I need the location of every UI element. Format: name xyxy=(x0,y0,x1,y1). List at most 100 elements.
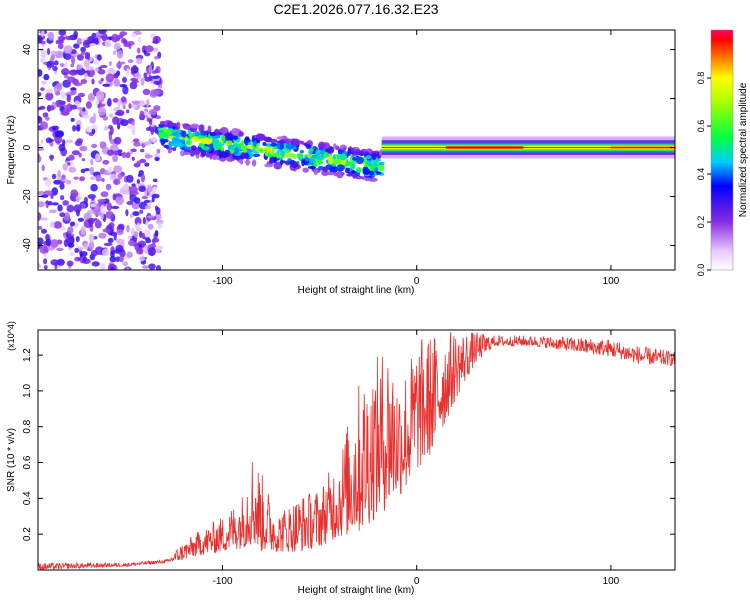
noise-blob xyxy=(90,158,94,166)
noise-blob xyxy=(67,226,74,234)
noise-blob xyxy=(98,30,107,34)
noise-blob xyxy=(152,89,162,95)
noise-blob xyxy=(97,199,107,203)
noise-blob xyxy=(80,168,86,174)
noise-blob xyxy=(115,196,124,206)
noise-blob xyxy=(97,106,106,116)
noise-blob xyxy=(126,109,130,114)
drift-blob xyxy=(368,170,375,176)
noise-blob xyxy=(132,211,140,217)
spectrogram-y-axis-label: Frequency (Hz) xyxy=(6,116,17,185)
noise-blob xyxy=(68,166,77,173)
noise-blob xyxy=(77,92,86,98)
x-tick-label: 0 xyxy=(414,576,420,587)
noise-blob xyxy=(65,35,74,41)
snr-y-axis-label: SNR (10 * v/v) xyxy=(6,428,17,492)
noise-blob xyxy=(70,104,78,110)
y-tick-label: -40 xyxy=(22,238,33,253)
drift-blob xyxy=(226,156,231,162)
drift-blob xyxy=(168,140,173,148)
noise-blob xyxy=(144,76,152,82)
noise-blob xyxy=(66,260,74,267)
x-tick-label: 100 xyxy=(603,276,620,287)
y-tick-label: 0.6 xyxy=(22,455,33,469)
noise-blob xyxy=(136,47,141,54)
noise-blob xyxy=(112,193,117,201)
drift-blob xyxy=(332,158,342,165)
noise-blob xyxy=(89,166,95,176)
noise-blob xyxy=(126,251,133,258)
noise-blob xyxy=(53,85,58,93)
noise-blob xyxy=(47,105,55,111)
drift-blob xyxy=(219,127,229,134)
drift-blob xyxy=(288,143,292,151)
drift-blob xyxy=(171,136,180,145)
drift-blob xyxy=(270,142,278,147)
drift-blob xyxy=(365,155,372,160)
drift-blob xyxy=(365,160,372,165)
noise-blob xyxy=(43,258,48,265)
noise-blob xyxy=(117,173,123,180)
noise-blob xyxy=(102,116,109,121)
y-tick-label: 20 xyxy=(22,93,33,105)
noise-blob xyxy=(64,61,68,70)
drift-blob xyxy=(189,148,196,157)
noise-blob xyxy=(73,204,82,213)
noise-blob xyxy=(107,67,116,76)
noise-blob xyxy=(70,117,75,122)
noise-blob xyxy=(151,75,160,79)
noise-blob xyxy=(51,202,59,206)
noise-blob xyxy=(139,158,147,164)
drift-blob xyxy=(252,153,261,157)
noise-blob xyxy=(52,65,58,72)
noise-blob xyxy=(38,191,46,196)
noise-blob xyxy=(112,154,118,163)
drift-blob xyxy=(290,160,298,168)
drift-blob xyxy=(336,164,345,172)
drift-blob xyxy=(211,154,218,160)
noise-blob xyxy=(102,228,111,233)
noise-blob xyxy=(100,204,106,214)
noise-blob xyxy=(128,43,132,50)
noise-blob xyxy=(44,178,52,187)
noise-blob xyxy=(144,154,153,158)
noise-blob xyxy=(95,153,100,162)
y-tick-label: 0.4 xyxy=(22,491,33,505)
noise-blob xyxy=(68,154,75,161)
drift-blob xyxy=(181,130,187,138)
drift-blob xyxy=(232,135,239,140)
noise-blob xyxy=(115,244,124,252)
noise-blob xyxy=(144,45,154,53)
noise-blob xyxy=(96,90,105,100)
noise-blob xyxy=(119,84,127,88)
noise-blob xyxy=(142,217,146,225)
snr-frame xyxy=(37,329,676,571)
spectrogram-axes: -100 0 100 -40 -20 0 20 40 xyxy=(22,30,675,287)
drift-blob xyxy=(251,159,257,167)
noise-blob xyxy=(83,243,89,250)
noise-blob xyxy=(87,217,96,225)
noise-blob xyxy=(131,156,135,161)
drift-blob xyxy=(182,123,192,130)
noise-blob xyxy=(104,125,108,131)
noise-blob xyxy=(113,72,119,79)
drift-blob xyxy=(355,176,362,180)
noise-blob xyxy=(116,50,124,59)
noise-blob xyxy=(75,236,80,242)
drift-blob xyxy=(301,158,305,167)
drift-blob xyxy=(190,145,197,151)
noise-blob xyxy=(101,33,108,42)
noise-blob xyxy=(136,222,141,230)
drift-blob xyxy=(329,167,333,173)
noise-blob xyxy=(143,72,148,79)
noise-blob xyxy=(122,76,127,83)
noise-blob xyxy=(38,69,43,77)
noise-blob xyxy=(66,204,75,213)
noise-blob xyxy=(38,155,42,163)
y-tick-label: 1.0 xyxy=(22,384,33,398)
noise-blob xyxy=(108,132,113,142)
noise-blob xyxy=(125,209,129,217)
noise-blob xyxy=(116,62,122,69)
noise-blob xyxy=(151,70,157,74)
noise-blob xyxy=(154,245,162,254)
